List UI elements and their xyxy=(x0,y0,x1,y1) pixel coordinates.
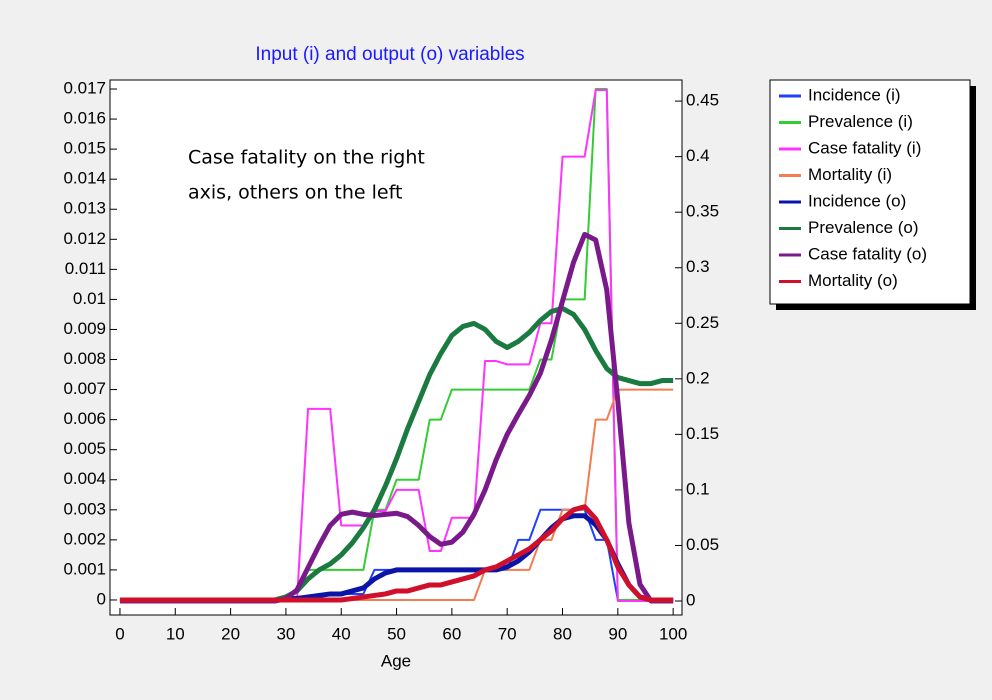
legend-label: Incidence (i) xyxy=(808,85,901,104)
plot-area xyxy=(109,79,683,616)
y-tick-label: 0.001 xyxy=(63,559,106,578)
legend-label: Prevalence (o) xyxy=(808,218,919,237)
y2-tick-label: 0.35 xyxy=(686,202,719,221)
y-tick-label: 0.016 xyxy=(63,109,106,128)
legend-label: Mortality (i) xyxy=(808,165,892,184)
x-tick-label: 80 xyxy=(553,624,572,643)
x-tick-label: 70 xyxy=(498,624,517,643)
x-tick-label: 90 xyxy=(608,624,627,643)
y2-tick-label: 0.4 xyxy=(686,146,710,165)
y2-tick-label: 0.45 xyxy=(686,91,719,110)
y-tick-label: 0.008 xyxy=(63,349,106,368)
y2-tick-label: 0.3 xyxy=(686,257,710,276)
y-tick-label: 0.006 xyxy=(63,409,106,428)
x-tick-label: 20 xyxy=(221,624,240,643)
annotation: axis, others on the left xyxy=(188,182,402,204)
y2-tick-label: 0 xyxy=(686,590,695,609)
chart-title: Input (i) and output (o) variables xyxy=(255,44,524,65)
legend-label: Incidence (o) xyxy=(808,191,906,210)
legend-label: Prevalence (i) xyxy=(808,112,913,131)
y2-tick-label: 0.15 xyxy=(686,424,719,443)
y-tick-label: 0.005 xyxy=(63,439,106,458)
x-tick-label: 40 xyxy=(332,624,351,643)
y-tick-label: 0.009 xyxy=(63,319,106,338)
y-tick-label: 0.007 xyxy=(63,379,106,398)
legend-label: Case fatality (i) xyxy=(808,138,921,157)
legend xyxy=(769,79,971,305)
y-tick-label: 0.014 xyxy=(63,169,106,188)
series-line xyxy=(119,504,674,603)
x-tick-label: 60 xyxy=(442,624,461,643)
x-tick-label: 50 xyxy=(387,624,406,643)
y2-tick-label: 0.25 xyxy=(686,313,719,332)
y2-tick-label: 0.1 xyxy=(686,479,710,498)
y-tick-label: 0.015 xyxy=(63,139,106,158)
y-tick-label: 0.003 xyxy=(63,499,106,518)
y2-tick-label: 0.2 xyxy=(686,368,710,387)
y-tick-label: 0.017 xyxy=(63,79,106,98)
y-tick-label: 0.012 xyxy=(63,229,106,248)
legend-label: Case fatality (o) xyxy=(808,244,927,263)
y-tick-label: 0.013 xyxy=(63,199,106,218)
y-tick-label: 0.011 xyxy=(65,259,106,278)
x-tick-label: 10 xyxy=(166,624,185,643)
x-tick-label: 100 xyxy=(659,624,687,643)
y2-tick-label: 0.05 xyxy=(686,535,719,554)
annotation: Case fatality on the right xyxy=(188,147,425,169)
x-tick-label: 30 xyxy=(276,624,295,643)
y-tick-label: 0.01 xyxy=(73,289,106,308)
x-tick-label: 0 xyxy=(115,624,124,643)
y-tick-label: 0.002 xyxy=(63,529,106,548)
x-axis-label: Age xyxy=(381,651,411,670)
y-tick-label: 0.004 xyxy=(63,469,106,488)
legend-label: Mortality (o) xyxy=(808,271,898,290)
y-tick-label: 0 xyxy=(97,589,106,608)
